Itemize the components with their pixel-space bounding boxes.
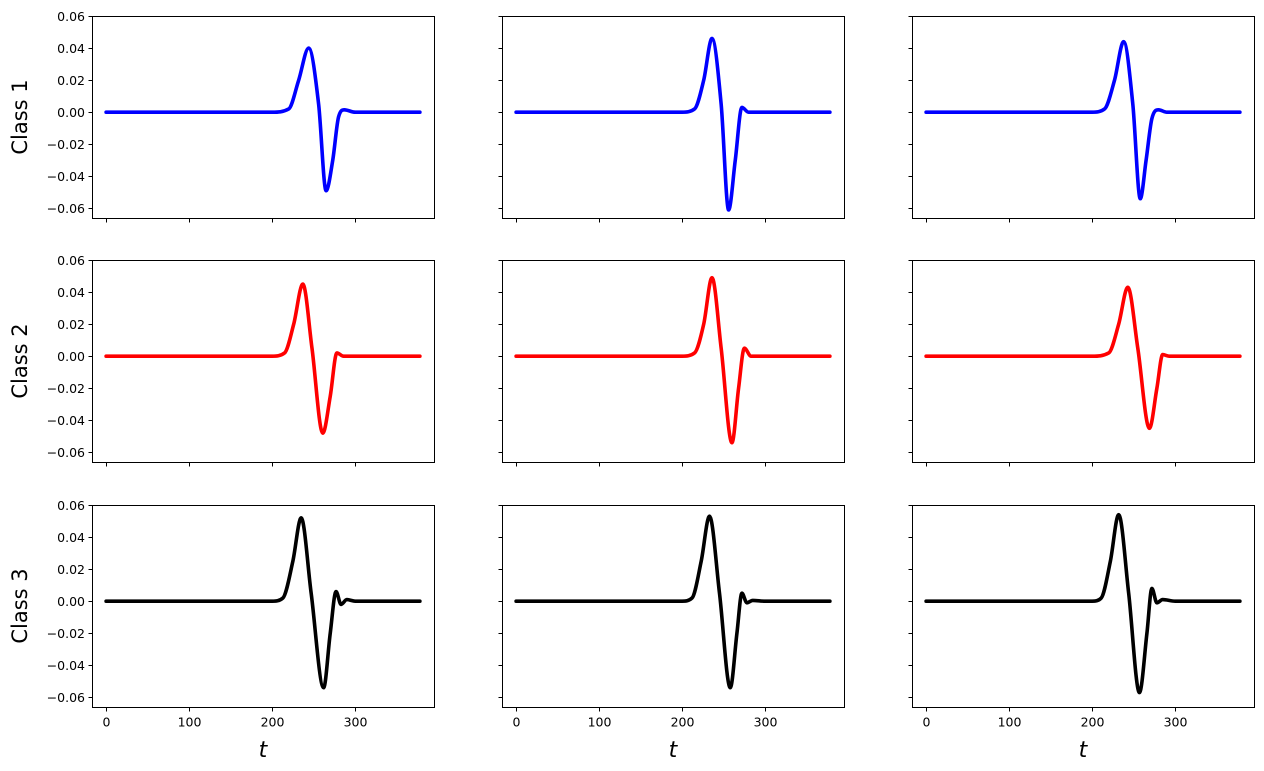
y-tick-label: 0.00 — [57, 594, 85, 609]
axes-frame — [92, 505, 435, 708]
y-tick-label: 0.00 — [57, 105, 85, 120]
axes-frame — [92, 16, 435, 219]
y-tick-label: −0.06 — [47, 690, 85, 705]
axes-frame — [502, 505, 845, 708]
x-axis-label: t — [259, 738, 269, 763]
panels: 0.060.040.020.00−0.02−0.04−0.060.060.040… — [47, 9, 1255, 730]
series-line — [514, 275, 832, 445]
series-line — [514, 514, 832, 690]
y-tick-label: 0.04 — [57, 530, 85, 545]
y-tick-label: −0.04 — [47, 658, 85, 673]
y-tick-label: 0.06 — [57, 253, 85, 268]
series-line — [104, 282, 422, 435]
series-line — [924, 39, 1242, 201]
figure-labels: Class 1 Class 2 Class 3 t t t — [8, 79, 1089, 763]
x-tick-label: 0 — [923, 715, 931, 730]
x-tick-label: 300 — [1164, 715, 1188, 730]
axes-frame — [502, 260, 845, 463]
x-tick-label: 0 — [513, 715, 521, 730]
y-tick-label: −0.06 — [47, 201, 85, 216]
row-label-class-2: Class 2 — [8, 323, 32, 398]
x-tick-label: 100 — [178, 715, 202, 730]
row-label-class-3: Class 3 — [8, 568, 32, 643]
panel-r2-c3 — [908, 260, 1255, 467]
x-tick-label: 300 — [344, 715, 368, 730]
x-tick-label: 200 — [671, 715, 695, 730]
y-tick-label: −0.04 — [47, 169, 85, 184]
series-line — [104, 46, 422, 193]
panel-r3-c2: 0 100 200 300 — [498, 505, 845, 730]
y-tick-label: −0.02 — [47, 381, 85, 396]
y-tick-label: 0.06 — [57, 9, 85, 24]
panel-r1-c2 — [498, 16, 845, 223]
panel-r1-c3 — [908, 16, 1255, 223]
x-tick-label: 100 — [998, 715, 1022, 730]
panel-r2-c1: 0.06 0.04 0.02 0.00 −0.02 −0.04 −0.06 — [47, 253, 435, 467]
panel-r3-c3: 0 100 200 300 — [908, 505, 1255, 730]
axes-frame — [502, 16, 845, 219]
axes-frame — [912, 260, 1255, 463]
y-tick-label: −0.02 — [47, 137, 85, 152]
y-tick-label: 0.00 — [57, 349, 85, 364]
y-tick-label: 0.02 — [57, 562, 85, 577]
axes-frame — [912, 505, 1255, 708]
x-tick-label: 100 — [588, 715, 612, 730]
y-tick-label: −0.04 — [47, 413, 85, 428]
y-tick-label: 0.04 — [57, 285, 85, 300]
series-line — [104, 516, 422, 690]
panel-r2-c2 — [498, 260, 845, 467]
y-tick-label: 0.02 — [57, 73, 85, 88]
y-tick-label: −0.06 — [47, 445, 85, 460]
panel-r1-c1: 0.06 0.04 0.02 0.00 −0.02 −0.04 −0.06 — [47, 9, 435, 223]
row-label-class-1: Class 1 — [8, 79, 32, 154]
y-tick-label: −0.02 — [47, 626, 85, 641]
x-axis-label: t — [1079, 738, 1089, 763]
series-line — [924, 285, 1242, 431]
x-tick-label: 300 — [754, 715, 778, 730]
y-tick-label: 0.02 — [57, 317, 85, 332]
series-line — [924, 512, 1242, 695]
x-tick-label: 200 — [261, 715, 285, 730]
axes-frame — [92, 260, 435, 463]
series-line — [514, 36, 832, 212]
panel-r3-c1: 0.06 0.04 0.02 0.00 −0.02 −0.04 −0.06 0 100 200 30… — [47, 498, 435, 730]
y-tick-label: 0.06 — [57, 498, 85, 513]
y-tick-label: 0.04 — [57, 41, 85, 56]
axes-frame — [912, 16, 1255, 219]
x-tick-label: 200 — [1081, 715, 1105, 730]
x-tick-label: 0 — [103, 715, 111, 730]
x-axis-label: t — [669, 738, 679, 763]
